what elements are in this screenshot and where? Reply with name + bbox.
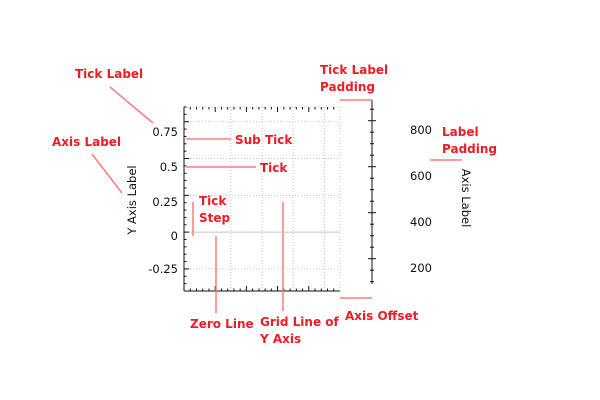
right-tick-label: 600 — [410, 169, 432, 183]
axis-label-leader-line — [91, 153, 123, 194]
ticks-layer — [184, 106, 376, 292]
axis-label-callout: Axis Label — [52, 135, 121, 149]
tick-label-padding-callout-line-2: Padding — [320, 80, 375, 94]
label-padding-callout-line-1: Label — [442, 125, 479, 139]
right-tick-label: 200 — [410, 261, 432, 275]
sub-tick-callout: Sub Tick — [235, 133, 293, 147]
right-axis-title: Axis Label — [459, 169, 473, 228]
tick-label-leader-line — [109, 86, 154, 124]
tick-step-callout-line-1: Tick — [199, 194, 227, 208]
axis-offset-callout: Axis Offset — [345, 309, 419, 323]
leader-lines-layer — [91, 86, 462, 313]
left-tick-label: 0.5 — [160, 160, 178, 174]
left-tick-label: 0 — [171, 229, 178, 243]
left-tick-label: -0.25 — [148, 262, 178, 276]
axis-titles-layer: Y Axis Label Axis Label — [125, 165, 473, 235]
tick-step-callout-line-2: Step — [199, 211, 231, 225]
tick-label-padding-callout-line-1: Tick Label — [320, 63, 388, 77]
right-tick-label: 800 — [410, 123, 432, 137]
tick-callout: Tick — [260, 161, 288, 175]
grid-layer — [184, 107, 340, 291]
axes-layer — [183, 100, 373, 292]
grid-line-callout-line-1: Grid Line of — [260, 315, 340, 329]
left-tick-label: 0.75 — [152, 125, 178, 139]
zero-line-callout: Zero Line — [190, 317, 254, 331]
tick-label-callout: Tick Label — [75, 67, 143, 81]
left-tick-label: 0.25 — [152, 195, 178, 209]
right-tick-label: 400 — [410, 215, 432, 229]
callouts-layer: Tick Label Axis Label Sub Tick Tick Tick… — [52, 63, 497, 346]
grid-line-callout-line-2: Y Axis — [259, 332, 301, 346]
label-padding-callout-line-2: Padding — [442, 142, 497, 156]
left-axis-title: Y Axis Label — [125, 165, 139, 235]
tick-labels-layer: 0.75 0.5 0.25 0 -0.25 800 600 400 200 — [148, 123, 432, 276]
